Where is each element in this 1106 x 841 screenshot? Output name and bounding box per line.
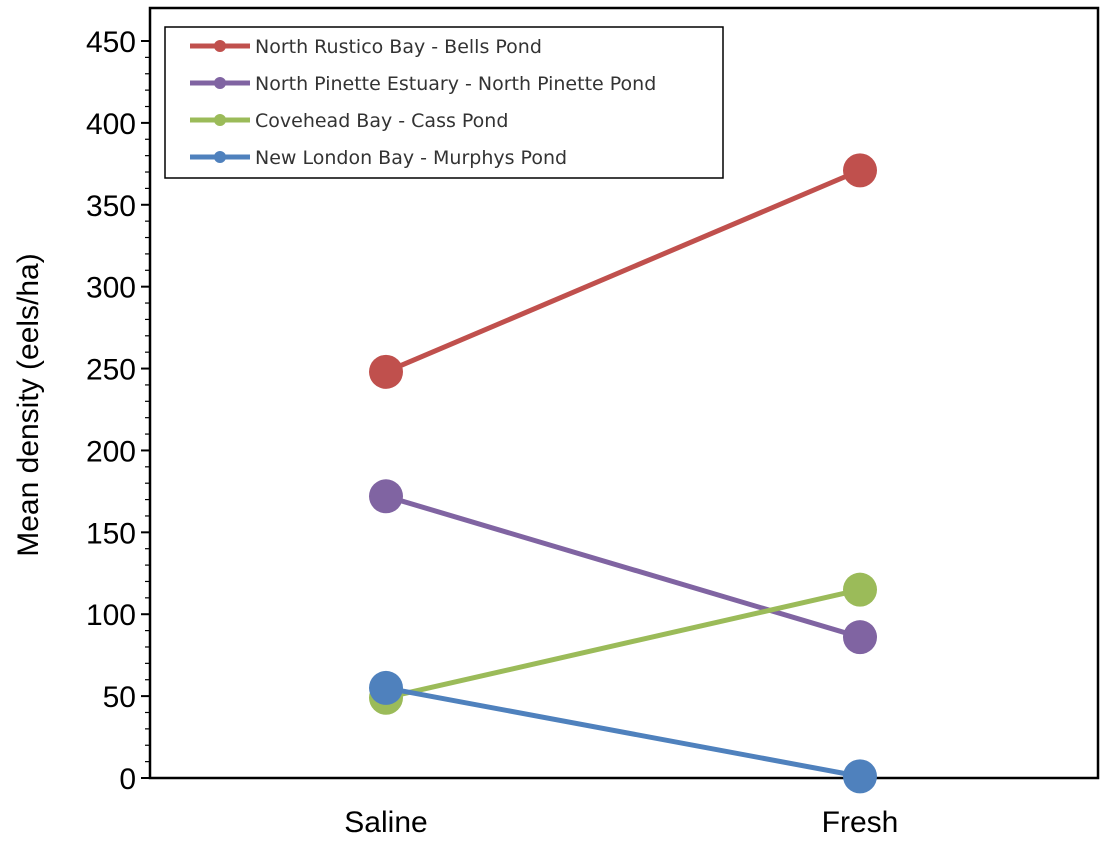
y-tick-label: 400 [86, 108, 136, 141]
data-point [843, 620, 877, 655]
y-axis: 0 50 100 150 200 250 300 350 400 450 [86, 26, 150, 796]
data-point [369, 354, 403, 389]
series-line [385, 685, 861, 779]
series-0 [369, 153, 877, 389]
data-point [369, 670, 403, 705]
legend: North Rustico Bay - Bells Pond North Pine… [164, 26, 724, 179]
legend-marker [214, 151, 226, 163]
legend-entry: New London Bay - Murphys Pond [190, 147, 567, 169]
series-3 [369, 670, 877, 794]
y-tick-label: 450 [86, 26, 136, 59]
series-line [385, 168, 861, 375]
y-axis-title: Mean density (eels/ha) [12, 253, 45, 557]
legend-box [164, 26, 724, 179]
data-point [369, 479, 403, 514]
legend-label: Covehead Bay - Cass Pond [255, 110, 508, 132]
legend-marker [214, 114, 226, 126]
series-line [385, 493, 861, 640]
legend-label: North Pinette Estuary - North Pinette Po… [255, 73, 656, 95]
y-tick-label: 150 [86, 517, 136, 550]
data-point [843, 572, 877, 607]
y-tick-label: 250 [86, 354, 136, 387]
y-tick-label: 0 [119, 763, 136, 796]
legend-entry: North Rustico Bay - Bells Pond [190, 36, 542, 58]
y-tick-label: 50 [103, 681, 136, 714]
series-layer [369, 153, 877, 794]
data-point [843, 759, 877, 794]
legend-marker [214, 77, 226, 89]
legend-marker [214, 40, 226, 52]
x-tick-label: Saline [344, 806, 427, 839]
series-1 [369, 479, 877, 655]
legend-label: North Rustico Bay - Bells Pond [255, 36, 542, 58]
data-point [843, 153, 877, 188]
legend-label: New London Bay - Murphys Pond [255, 147, 567, 169]
x-tick-label: Fresh [822, 806, 899, 839]
y-tick-label: 100 [86, 599, 136, 632]
x-axis: Saline Fresh [344, 806, 898, 839]
y-tick-label: 350 [86, 190, 136, 223]
series-line [385, 587, 861, 701]
legend-entry: North Pinette Estuary - North Pinette Po… [190, 73, 656, 95]
y-tick-label: 200 [86, 435, 136, 468]
y-tick-label: 300 [86, 272, 136, 305]
legend-entry: Covehead Bay - Cass Pond [190, 110, 508, 132]
